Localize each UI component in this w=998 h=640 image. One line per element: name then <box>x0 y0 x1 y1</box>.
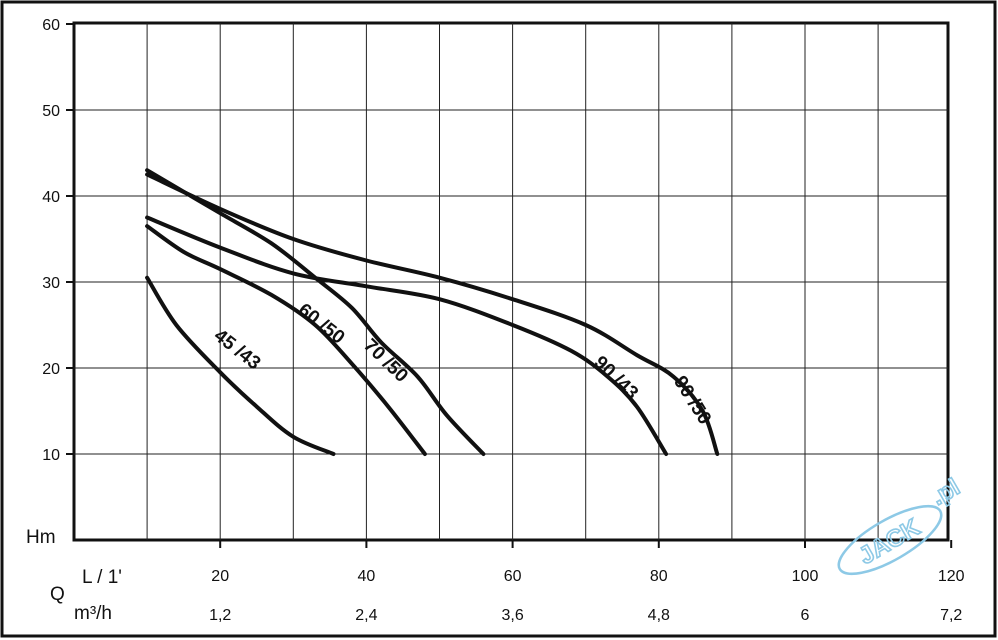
x-unit-primary: L / 1' <box>82 567 122 588</box>
x-tick-label-secondary: 6 <box>801 607 810 624</box>
x-tick-label: 20 <box>211 568 229 585</box>
curves <box>145 168 720 456</box>
y-tick-label: 50 <box>42 103 60 120</box>
y-axis-label: Hm <box>26 527 56 548</box>
watermark-ellipse <box>837 504 943 576</box>
x-tick-label-secondary: 4,8 <box>648 607 670 624</box>
x-tick-label: 100 <box>792 568 819 585</box>
curve-9050 <box>145 172 720 456</box>
y-tick-label: 10 <box>42 447 60 464</box>
x-tick-label: 80 <box>650 568 668 585</box>
curve-4543 <box>145 275 336 456</box>
y-tick-label: 60 <box>42 17 60 34</box>
y-axis-ticks: 10 20 30 40 50 60 <box>42 17 74 464</box>
grid <box>74 23 948 540</box>
x-unit-secondary: m³/h <box>74 603 112 624</box>
x-tick-label: 120 <box>938 568 965 585</box>
y-tick-label: 30 <box>42 275 60 292</box>
y-tick-label: 40 <box>42 189 60 206</box>
curve-9043 <box>145 215 669 456</box>
y-tick-label: 20 <box>42 361 60 378</box>
x-tick-label-secondary: 2,4 <box>355 607 377 624</box>
x-tick-label-secondary: 1,2 <box>209 607 231 624</box>
x-axis-label: Q <box>50 584 65 605</box>
x-tick-label: 60 <box>504 568 522 585</box>
x-axis-ticks: 20 1,2 40 2,4 60 3,6 80 4,8 100 6 120 7,2 <box>209 540 965 624</box>
x-tick-label-secondary: 7,2 <box>940 607 962 624</box>
x-tick-label: 40 <box>358 568 376 585</box>
curve-6050 <box>145 224 427 456</box>
x-tick-label-secondary: 3,6 <box>501 607 523 624</box>
